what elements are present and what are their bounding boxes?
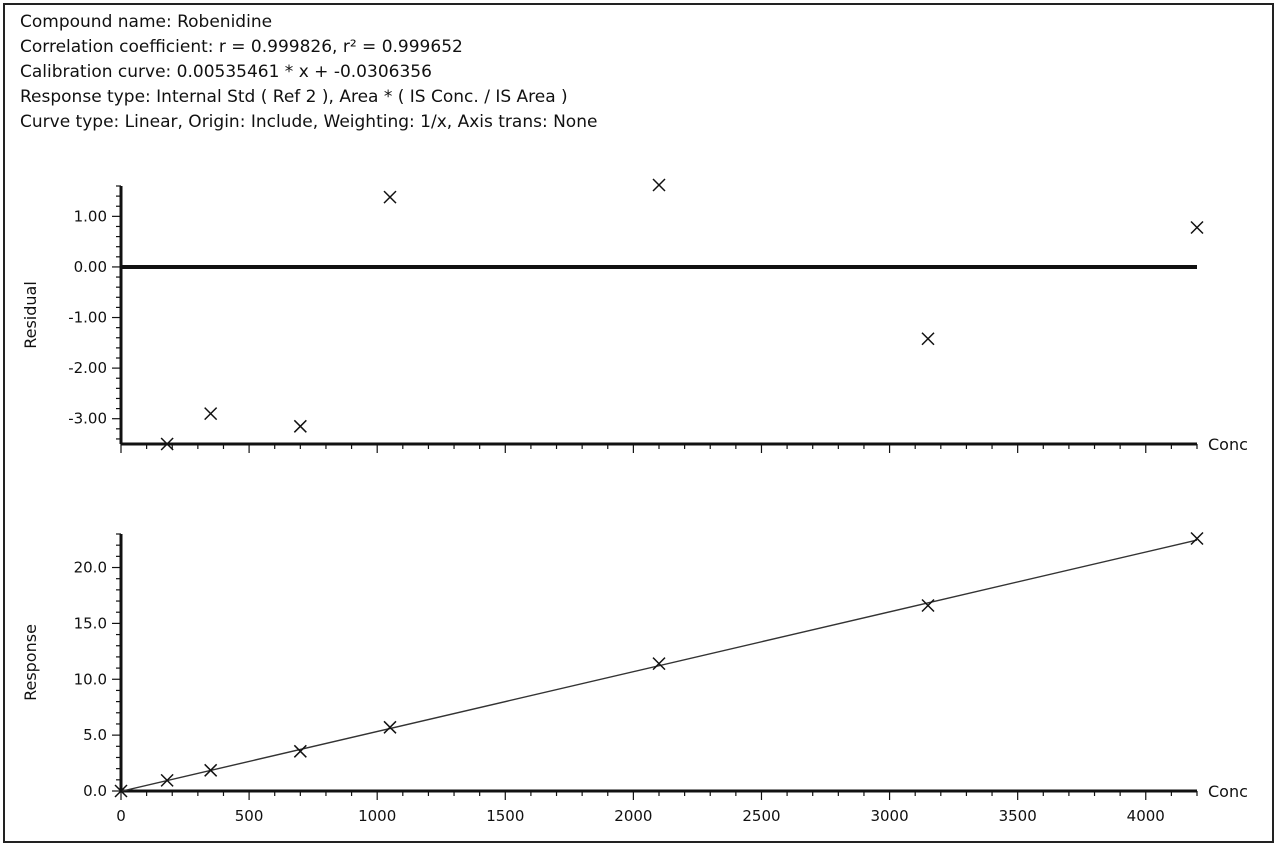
marker-stroke: [383, 720, 397, 734]
response-x-tick-label: 500: [235, 807, 264, 825]
response-x-tick-label: 0: [116, 807, 126, 825]
marker-stroke: [114, 784, 128, 798]
response-x-tick-label: 2500: [742, 807, 780, 825]
response-x-tick-label: 1000: [358, 807, 396, 825]
report-frame: [3, 3, 1274, 843]
response-data-point: [652, 657, 666, 671]
marker-stroke: [921, 332, 935, 346]
marker-stroke: [652, 657, 666, 671]
marker-stroke: [204, 763, 218, 777]
response-x-tick-label: 1500: [486, 807, 524, 825]
correlation-coefficient: Correlation coefficient: r = 0.999826, r…: [20, 37, 463, 57]
response-y-axis-title: Response: [21, 624, 40, 701]
residual-data-point: [204, 407, 218, 421]
response-data-point: [160, 773, 174, 787]
compound-info: Compound name: Robenidine Correlation co…: [20, 10, 597, 135]
marker-stroke: [204, 407, 218, 421]
response-data-point: [383, 720, 397, 734]
response-data-point: [921, 598, 935, 613]
response-x-tick-label: 3500: [999, 807, 1037, 825]
residual-y-tick-label: 1.00: [74, 207, 107, 225]
residual-y-tick-label: 0.00: [74, 258, 107, 276]
marker-stroke: [293, 419, 307, 433]
residual-data-point: [652, 178, 666, 192]
response-y-tick-label: 10.0: [74, 670, 107, 688]
response-data-point: [204, 763, 218, 777]
response-y-tick-label: 5.0: [83, 726, 107, 744]
calibration-fit-line: [120, 539, 1198, 793]
residual-data-point: [921, 332, 935, 346]
marker-stroke: [652, 178, 666, 192]
marker-stroke: [921, 598, 935, 613]
marker-stroke: [160, 773, 174, 787]
response-data-point: [293, 744, 307, 758]
residual-data-point: [1190, 220, 1204, 235]
response-x-axis-title: Conc: [1208, 782, 1248, 801]
response-type: Response type: Internal Std ( Ref 2 ), A…: [20, 87, 568, 107]
marker-stroke: [1190, 531, 1204, 545]
response-y-tick-label: 15.0: [74, 614, 107, 632]
calibration-curve: Calibration curve: 0.00535461 * x + -0.0…: [20, 62, 432, 82]
response-plot: 0.0 5.0 10.0 15.0 20.0 0 500 1000 1500 2000 2500 30…: [21, 531, 1248, 825]
response-data-point: [114, 784, 128, 798]
marker-stroke: [160, 437, 174, 451]
marker-stroke: [1190, 220, 1204, 235]
response-x-tick-label: 3000: [870, 807, 908, 825]
residual-data-point: [383, 190, 397, 204]
residual-y-axis-title: Residual: [21, 281, 40, 349]
residual-data-point: [293, 419, 307, 433]
compound-name: Compound name: Robenidine: [20, 12, 273, 32]
response-data-point: [1190, 531, 1204, 545]
residual-y-tick-label: -3.00: [68, 410, 107, 428]
response-x-tick-label: 4000: [1127, 807, 1165, 825]
residual-y-tick-label: -1.00: [68, 309, 107, 327]
residual-x-axis-title: Conc: [1208, 435, 1248, 454]
response-y-tick-label: 20.0: [74, 559, 107, 577]
response-y-tick-label: 0.0: [83, 782, 107, 800]
marker-stroke: [383, 190, 397, 204]
marker-stroke: [293, 744, 307, 758]
residual-data-point: [160, 437, 174, 451]
residual-plot: -3.00 -2.00 -1.00 0.00 1.00 Conc Residual: [21, 178, 1248, 454]
curve-type: Curve type: Linear, Origin: Include, Wei…: [20, 112, 598, 132]
residual-y-tick-label: -2.00: [68, 359, 107, 377]
response-x-tick-label: 2000: [614, 807, 652, 825]
